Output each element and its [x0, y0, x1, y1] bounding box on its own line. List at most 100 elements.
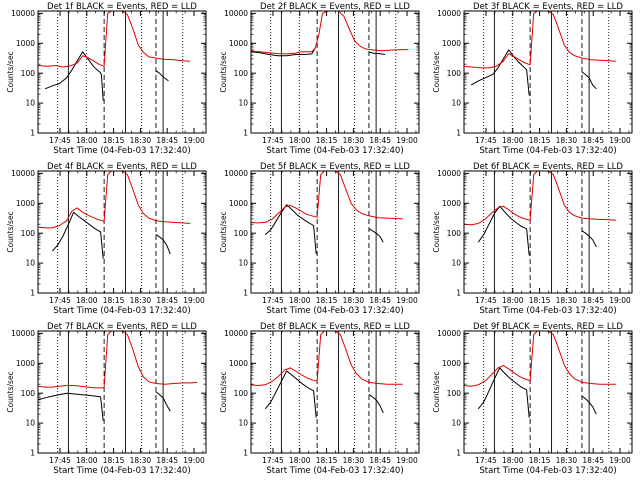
y-tick-label: 1000 — [442, 359, 461, 368]
y-tick-label: 1000 — [229, 39, 248, 48]
y-tick-label: 1 — [456, 289, 461, 298]
chart-svg: Det 4f BLACK = Events, RED = LLD 1 10 100 10… — [6, 162, 207, 316]
panel-title: Det 9f BLACK = Events, RED = LLD — [473, 322, 623, 332]
y-tick-label: 100 — [234, 389, 249, 398]
x-tick-label: 17:45 — [262, 136, 284, 145]
x-tick-label: 18:45 — [156, 296, 178, 305]
panel-title: Det 3f BLACK = Events, RED = LLD — [473, 2, 623, 12]
x-tick-label: 19:00 — [609, 456, 631, 465]
y-tick-label: 1 — [30, 129, 35, 138]
y-tick-label: 10000 — [224, 169, 248, 178]
x-tick-label: 18:00 — [76, 136, 98, 145]
panel-title: Det 2f BLACK = Events, RED = LLD — [260, 2, 410, 12]
x-tick-label: 17:45 — [49, 296, 71, 305]
x-axis-label: Start Time (04-Feb-03 17:32:40) — [53, 306, 190, 316]
x-tick-label: 17:45 — [49, 136, 71, 145]
events-series-line — [264, 370, 317, 418]
x-tick-label: 17:45 — [475, 136, 497, 145]
y-tick-label: 10000 — [437, 9, 461, 18]
x-axis-label: Start Time (04-Feb-03 17:32:40) — [266, 146, 403, 156]
events-series-line — [51, 211, 104, 259]
events-series-line — [155, 391, 171, 412]
x-axis-label: Start Time (04-Feb-03 17:32:40) — [479, 466, 616, 476]
detector-panel: Det 4f BLACK = Events, RED = LLD 1 10 100 10… — [0, 160, 213, 320]
events-series-line — [368, 228, 384, 243]
y-tick-label: 100 — [234, 69, 249, 78]
y-tick-label: 100 — [21, 229, 36, 238]
plot-frame — [37, 10, 207, 134]
lld-series-line — [38, 11, 190, 68]
y-tick-label: 100 — [234, 229, 249, 238]
x-axis-label: Start Time (04-Feb-03 17:32:40) — [266, 466, 403, 476]
lld-series-line — [464, 331, 616, 387]
x-tick-label: 19:00 — [183, 456, 205, 465]
x-tick-label: 18:30 — [556, 136, 578, 145]
events-series-line — [155, 70, 169, 82]
events-series-line — [264, 204, 317, 255]
x-tick-label: 18:30 — [343, 136, 365, 145]
x-axis-label: Start Time (04-Feb-03 17:32:40) — [266, 306, 403, 316]
y-axis-label: Counts/sec — [432, 371, 441, 412]
x-tick-label: 18:15 — [103, 136, 125, 145]
y-tick-label: 10000 — [437, 329, 461, 338]
y-tick-label: 1000 — [16, 199, 35, 208]
events-series-line — [44, 51, 104, 101]
x-tick-label: 18:00 — [502, 456, 524, 465]
detector-panel: Det 9f BLACK = Events, RED = LLD 1 10 100 10… — [426, 320, 639, 480]
y-tick-label: 1 — [456, 449, 461, 458]
panel-title: Det 6f BLACK = Events, RED = LLD — [473, 162, 623, 172]
y-tick-label: 1 — [243, 289, 248, 298]
x-tick-label: 18:45 — [582, 296, 604, 305]
y-axis-label: Counts/sec — [219, 211, 228, 252]
y-tick-label: 1 — [456, 129, 461, 138]
y-tick-label: 10 — [451, 419, 461, 428]
y-tick-label: 100 — [447, 69, 462, 78]
y-tick-label: 1 — [30, 449, 35, 458]
chart-svg: Det 6f BLACK = Events, RED = LLD 1 10 100 10… — [432, 162, 633, 316]
y-axis-label: Counts/sec — [6, 51, 15, 92]
y-tick-label: 1000 — [16, 359, 35, 368]
x-tick-label: 18:15 — [103, 296, 125, 305]
x-tick-label: 19:00 — [183, 136, 205, 145]
events-series-line — [477, 205, 530, 256]
x-tick-label: 18:15 — [103, 456, 125, 465]
y-tick-label: 10 — [451, 259, 461, 268]
x-tick-label: 18:45 — [582, 136, 604, 145]
x-tick-label: 18:00 — [76, 296, 98, 305]
y-tick-label: 10 — [238, 259, 248, 268]
y-tick-label: 10 — [451, 99, 461, 108]
y-tick-label: 1000 — [442, 199, 461, 208]
x-tick-label: 19:00 — [396, 136, 418, 145]
x-tick-label: 18:00 — [289, 296, 311, 305]
y-tick-label: 1 — [243, 449, 248, 458]
lld-series-line — [251, 331, 403, 386]
y-axis-label: Counts/sec — [219, 371, 228, 412]
y-axis-label: Counts/sec — [219, 51, 228, 92]
chart-svg: Det 7f BLACK = Events, RED = LLD 1 10 100 10… — [6, 322, 207, 476]
events-series-line — [581, 395, 597, 415]
y-tick-label: 10 — [238, 419, 248, 428]
y-tick-label: 10000 — [11, 169, 35, 178]
y-axis-label: Counts/sec — [6, 211, 15, 252]
y-tick-label: 10000 — [437, 169, 461, 178]
y-tick-label: 1000 — [442, 39, 461, 48]
lld-series-line — [38, 171, 190, 229]
chart-svg: Det 8f BLACK = Events, RED = LLD 1 10 100 10… — [219, 322, 420, 476]
x-tick-label: 19:00 — [396, 296, 418, 305]
x-tick-label: 18:30 — [130, 296, 152, 305]
x-tick-label: 17:45 — [262, 296, 284, 305]
chart-svg: Det 2f BLACK = Events, RED = LLD 1 10 100 10… — [219, 2, 420, 156]
x-tick-label: 18:30 — [556, 296, 578, 305]
x-axis-label: Start Time (04-Feb-03 17:32:40) — [53, 146, 190, 156]
x-tick-label: 18:15 — [529, 296, 551, 305]
x-tick-label: 18:00 — [289, 456, 311, 465]
x-tick-label: 19:00 — [396, 456, 418, 465]
lld-series-line — [464, 11, 616, 69]
plot-frame — [463, 330, 633, 454]
x-tick-label: 18:15 — [529, 456, 551, 465]
detector-panel: Det 6f BLACK = Events, RED = LLD 1 10 100 10… — [426, 160, 639, 320]
events-series-line — [368, 51, 386, 55]
y-tick-label: 10000 — [11, 9, 35, 18]
y-tick-label: 1 — [243, 129, 248, 138]
x-tick-label: 18:00 — [76, 456, 98, 465]
